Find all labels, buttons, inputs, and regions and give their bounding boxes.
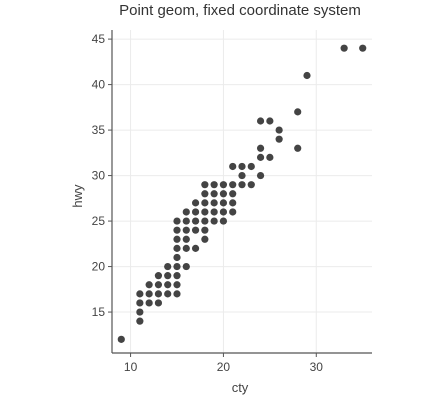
data-point: [266, 153, 274, 161]
data-point: [275, 126, 283, 134]
data-point: [201, 181, 209, 189]
x-tick-label: 10: [124, 360, 138, 374]
data-point: [136, 308, 144, 316]
data-point: [182, 262, 190, 271]
data-point: [145, 281, 153, 289]
data-point: [182, 235, 190, 243]
data-point: [173, 281, 181, 289]
data-point: [182, 217, 190, 225]
data-point: [201, 217, 209, 225]
y-tick-label: 30: [92, 169, 106, 183]
data-point: [266, 117, 274, 125]
data-point: [229, 190, 237, 198]
data-point: [136, 290, 144, 298]
data-point: [182, 208, 190, 216]
data-point: [247, 181, 255, 189]
data-point: [136, 299, 144, 307]
data-point: [164, 272, 172, 280]
data-point: [256, 117, 265, 125]
y-axis-label: hwy: [70, 184, 85, 208]
x-tick-label: 30: [310, 360, 324, 374]
data-point: [238, 181, 246, 189]
data-point: [154, 299, 163, 307]
data-point: [173, 217, 181, 225]
data-point: [164, 290, 172, 298]
data-point: [340, 44, 348, 52]
data-point: [247, 162, 255, 171]
data-point: [238, 162, 246, 171]
data-point: [182, 244, 190, 252]
data-point: [145, 299, 153, 307]
data-point: [154, 281, 163, 289]
data-point: [219, 181, 228, 189]
data-point: [210, 190, 218, 198]
y-tick-label: 45: [92, 32, 106, 46]
data-point: [201, 190, 209, 198]
data-point: [201, 235, 209, 243]
data-point: [164, 262, 172, 271]
data-point: [201, 208, 209, 216]
data-point: [154, 290, 163, 298]
data-point: [173, 272, 181, 280]
data-point: [191, 199, 200, 207]
x-axis-label: cty: [232, 380, 249, 395]
data-point: [238, 171, 246, 180]
data-point: [191, 226, 200, 234]
data-point: [294, 108, 302, 116]
data-point: [173, 262, 181, 271]
data-point: [210, 199, 218, 207]
data-point: [256, 144, 265, 152]
axes: [111, 30, 372, 354]
data-point: [210, 208, 218, 216]
data-point: [294, 144, 302, 152]
data-point: [229, 181, 237, 189]
y-tick-label: 40: [92, 78, 106, 92]
data-points: [117, 44, 367, 343]
data-point: [229, 162, 237, 171]
data-point: [219, 199, 228, 207]
data-point: [191, 208, 200, 216]
chart-title: Point geom, fixed coordinate system: [119, 2, 361, 19]
data-point: [182, 226, 190, 234]
data-point: [117, 335, 125, 343]
data-point: [164, 281, 172, 289]
data-point: [303, 71, 311, 80]
data-point: [219, 217, 228, 225]
data-point: [201, 199, 209, 207]
data-point: [173, 290, 181, 298]
data-point: [210, 181, 218, 189]
data-point: [219, 208, 228, 216]
data-point: [173, 235, 181, 243]
y-axis-ticks: 15 20 25 30 35 40 45: [92, 32, 112, 319]
x-axis-ticks: 10 20 30: [124, 353, 323, 374]
data-point: [173, 244, 181, 252]
data-point: [136, 317, 144, 325]
data-point: [173, 226, 181, 234]
data-point: [201, 226, 209, 234]
y-tick-label: 25: [92, 214, 106, 228]
data-point: [229, 199, 237, 207]
data-point: [219, 190, 228, 198]
x-tick-label: 20: [217, 360, 231, 374]
y-tick-label: 35: [92, 123, 106, 137]
data-point: [275, 135, 283, 143]
data-point: [210, 217, 218, 225]
data-point: [154, 272, 163, 280]
data-point: [191, 217, 200, 225]
data-point: [145, 290, 153, 298]
data-point: [173, 253, 181, 262]
y-tick-label: 15: [92, 305, 106, 319]
data-point: [191, 244, 200, 252]
data-point: [256, 171, 265, 180]
y-tick-label: 20: [92, 260, 106, 274]
data-point: [359, 44, 367, 52]
data-point: [229, 208, 237, 216]
grid-lines: [112, 30, 372, 353]
data-point: [256, 153, 265, 161]
